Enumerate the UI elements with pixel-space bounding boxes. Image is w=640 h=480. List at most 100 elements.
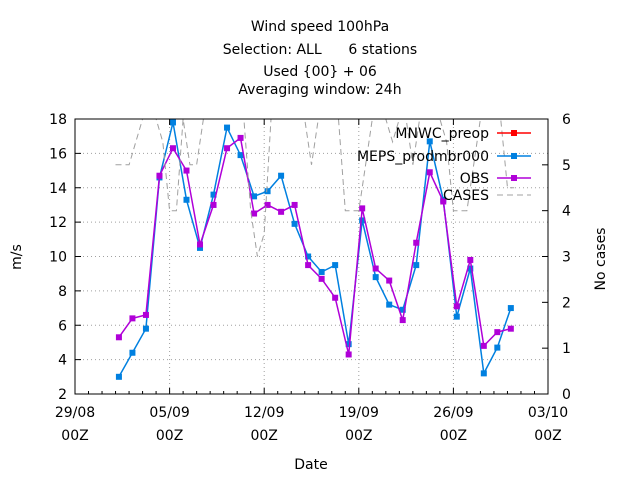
y2-tick-label: 3 — [562, 250, 571, 266]
data-point — [359, 217, 366, 224]
plot-series — [115, 118, 515, 380]
data-point — [345, 341, 352, 348]
y-tick-label: 18 — [49, 112, 67, 128]
x-tick-hour-label: 00Z — [250, 428, 277, 444]
y2-tick-label: 5 — [562, 158, 571, 174]
data-point — [224, 124, 231, 131]
y-tick-label: 4 — [58, 353, 67, 369]
y-tick-label: 6 — [58, 318, 67, 334]
grid-lines — [75, 119, 548, 394]
y-tick-label: 2 — [58, 387, 67, 403]
data-point — [251, 193, 258, 200]
x-tick-hour-label: 00Z — [534, 428, 561, 444]
data-point — [224, 145, 231, 152]
data-point — [426, 169, 433, 176]
x-tick-hour-label: 00Z — [156, 428, 183, 444]
x-tick-date-label: 03/10 — [528, 405, 568, 421]
data-point — [251, 210, 258, 217]
data-point — [507, 305, 514, 312]
data-point — [169, 145, 176, 152]
x-tick-date-label: 12/09 — [244, 405, 284, 421]
legend-label: CASES — [443, 188, 489, 204]
y-tick-label: 10 — [49, 250, 67, 266]
data-point — [169, 119, 176, 126]
data-point — [372, 265, 379, 272]
data-point — [453, 303, 460, 310]
data-point — [426, 138, 433, 145]
data-point — [480, 370, 487, 377]
chart-title-line-2: Selection: ALL 6 stations — [223, 42, 417, 58]
data-point — [332, 262, 339, 269]
data-point — [197, 244, 204, 251]
data-point — [183, 196, 190, 203]
y2-tick-label: 0 — [562, 387, 571, 403]
series-obs — [115, 134, 514, 358]
data-point — [291, 201, 298, 208]
data-point — [345, 351, 352, 358]
data-point — [386, 301, 393, 308]
data-point — [210, 201, 217, 208]
data-point — [115, 373, 122, 380]
legend-marker — [511, 130, 517, 136]
y-tick-label: 14 — [49, 181, 67, 197]
series-cases — [115, 118, 515, 257]
data-point — [305, 253, 312, 260]
data-point — [440, 198, 447, 205]
legend-marker — [511, 153, 517, 159]
data-point — [237, 134, 244, 141]
y2-tick-label: 6 — [562, 112, 571, 128]
data-point — [318, 268, 325, 275]
data-point — [142, 311, 149, 318]
data-point — [142, 325, 149, 332]
chart-title-line-3: Used {00} + 06 — [263, 64, 377, 80]
data-point — [467, 265, 474, 272]
data-point — [278, 172, 285, 179]
data-point — [318, 275, 325, 282]
chart-title-line-4: Averaging window: 24h — [238, 82, 401, 98]
data-point — [386, 277, 393, 284]
data-point — [453, 313, 460, 320]
legend-marker — [511, 175, 517, 181]
data-point — [183, 167, 190, 174]
x-tick-hour-label: 00Z — [440, 428, 467, 444]
x-tick-date-label: 19/09 — [339, 405, 379, 421]
x-tick-hour-label: 00Z — [345, 428, 372, 444]
data-point — [115, 334, 122, 341]
axes: 24681012141618012345629/0800Z05/0900Z12/… — [49, 112, 571, 444]
data-point — [210, 191, 217, 198]
y-axis-title: m/s — [9, 244, 25, 270]
chart-title-line-1: Wind speed 100hPa — [251, 19, 389, 35]
data-point — [413, 239, 420, 246]
data-point — [237, 152, 244, 159]
data-point — [332, 294, 339, 301]
data-point — [264, 201, 271, 208]
x-tick-date-label: 29/08 — [55, 405, 95, 421]
y-tick-label: 8 — [58, 284, 67, 300]
y-tick-label: 16 — [49, 146, 67, 162]
series-line — [118, 136, 511, 355]
data-point — [480, 342, 487, 349]
data-point — [413, 262, 420, 269]
y2-tick-label: 1 — [562, 341, 571, 357]
y2-axis-title: No cases — [593, 228, 609, 291]
data-point — [278, 208, 285, 215]
x-tick-date-label: 05/09 — [149, 405, 189, 421]
data-point — [305, 262, 312, 269]
x-tick-date-label: 26/09 — [433, 405, 473, 421]
data-point — [129, 349, 136, 356]
x-axis-title: Date — [294, 457, 327, 473]
data-point — [372, 274, 379, 281]
data-point — [467, 256, 474, 263]
data-point — [399, 317, 406, 324]
data-point — [291, 220, 298, 227]
y2-tick-label: 4 — [562, 204, 571, 220]
legend-label: MNWC_preop — [395, 126, 489, 142]
legend-label: MEPS_prodmbr000 — [357, 149, 489, 165]
data-point — [264, 188, 271, 195]
data-point — [494, 344, 501, 351]
y2-tick-label: 2 — [562, 295, 571, 311]
y-tick-label: 12 — [49, 215, 67, 231]
data-point — [156, 172, 163, 179]
